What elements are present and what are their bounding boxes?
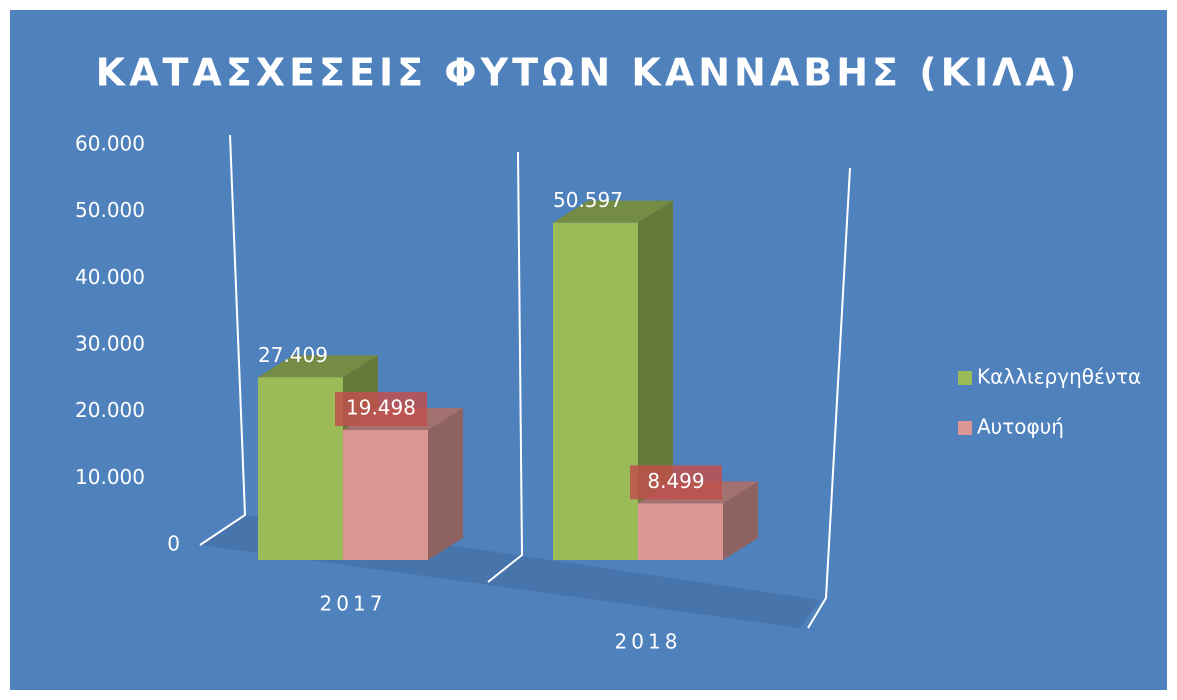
- bar-side: [723, 481, 758, 560]
- y-tick-label: 10.000: [75, 465, 145, 489]
- wall-line: [199, 134, 247, 546]
- data-label-box: [630, 465, 722, 500]
- bar-top: [553, 200, 673, 223]
- x-tick-label: 2018: [615, 630, 682, 654]
- x-tick-label: 2017: [320, 592, 387, 616]
- y-tick-label: 60.000: [75, 132, 145, 156]
- legend-swatch: [958, 421, 972, 435]
- wall-line: [807, 167, 851, 629]
- bar: [553, 200, 673, 561]
- bar: [343, 408, 463, 560]
- bar-front: [553, 222, 638, 561]
- y-tick-label: 50.000: [75, 198, 145, 222]
- y-tick-label: 20.000: [75, 398, 145, 422]
- bar-front: [638, 503, 723, 560]
- data-label: 19.498: [346, 396, 416, 420]
- bar-top: [258, 355, 378, 378]
- walls: [199, 134, 851, 629]
- data-label: 8.499: [647, 469, 704, 493]
- y-tick-label: 40.000: [75, 265, 145, 289]
- bar-front: [343, 430, 428, 560]
- y-tick-label: 30.000: [75, 332, 145, 356]
- data-label: 27.409: [258, 343, 328, 367]
- legend-swatch: [958, 371, 972, 385]
- bar-side: [428, 408, 463, 560]
- chart-title: ΚΑΤΑΣΧΕΣΕΙΣ ΦΥΤΩΝ ΚΑΝΝΑΒΗΣ (ΚΙΛΑ): [96, 51, 1081, 95]
- legend-label: Αυτοφυή: [977, 415, 1064, 439]
- wall-line: [487, 151, 524, 583]
- bar-front: [258, 377, 343, 560]
- y-tick-label: 0: [167, 532, 180, 556]
- data-label: 50.597: [553, 188, 623, 212]
- legend-label: Καλλιεργηθέντα: [977, 365, 1141, 389]
- data-label-box: [335, 392, 427, 427]
